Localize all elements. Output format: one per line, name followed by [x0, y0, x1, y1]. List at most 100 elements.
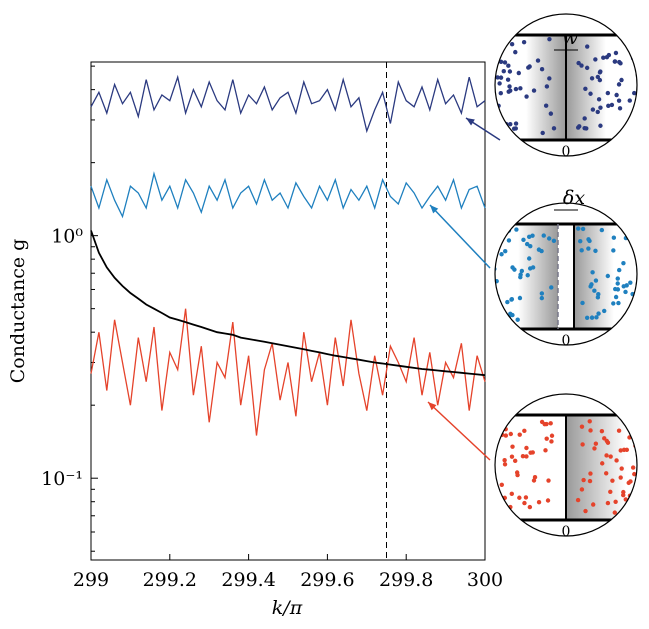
inset-dot [586, 246, 591, 251]
inset-dot [615, 281, 620, 286]
inset-dot [608, 454, 613, 459]
series-line [90, 74, 486, 134]
inset-dot [595, 295, 601, 300]
inset-dot [626, 321, 631, 327]
inset-dot [605, 440, 611, 445]
inset-dot [495, 422, 499, 427]
inset-dot [588, 428, 593, 433]
inset-dot [497, 42, 502, 47]
inset-origin-label: 0 [562, 524, 571, 540]
inset-dot [503, 433, 509, 438]
inset-dot [605, 273, 611, 279]
inset-dot [586, 237, 591, 242]
inset-dot [600, 461, 605, 466]
inset-dot [507, 69, 513, 74]
inset-dot [603, 471, 609, 476]
inset-dot [539, 295, 545, 301]
inset-dot [508, 121, 513, 127]
inset-dot [589, 315, 595, 320]
inset-dot [583, 86, 588, 91]
inset-dot [618, 475, 623, 480]
inset-dot [621, 260, 626, 266]
inset-dot [502, 60, 508, 65]
inset-dot [506, 238, 512, 243]
inset-dot [513, 49, 518, 55]
inset-dot [539, 67, 545, 72]
inset-dot [606, 103, 611, 109]
inset-dot [635, 129, 637, 134]
inset-dot [621, 510, 626, 516]
inset-dot [497, 124, 502, 130]
inset-dot [589, 282, 594, 287]
inset-dot [531, 88, 537, 93]
y-tick-label: 10⁻¹ [41, 468, 83, 490]
series-line [90, 171, 486, 219]
inset-dot [605, 500, 611, 506]
inset-dot [505, 510, 510, 515]
inset-dot [515, 472, 520, 478]
inset-dot [551, 238, 557, 243]
x-tick-label: 299.8 [379, 569, 433, 591]
pointer-head [466, 118, 475, 126]
inset-dot [525, 273, 530, 278]
inset-dot [495, 436, 497, 442]
pointer-arrow [429, 204, 491, 269]
inset-dot [608, 489, 613, 495]
inset-dot [611, 301, 616, 306]
inset-dot [524, 454, 529, 459]
inset-dot [543, 103, 549, 108]
inset-dot [576, 226, 581, 231]
inset-dot [616, 82, 622, 87]
inset-dot [596, 311, 601, 316]
inset-dot [627, 98, 632, 103]
inset-dot [526, 234, 532, 240]
inset-dot [502, 458, 507, 463]
inset [495, 222, 637, 331]
inset-dot [630, 230, 635, 236]
inset-dot [585, 44, 590, 49]
inset-dot [510, 444, 515, 449]
inset-dot [498, 59, 504, 65]
y-tick-label: 10⁰ [51, 226, 83, 248]
inset-dot [548, 421, 553, 426]
inset-dot [496, 303, 502, 308]
inset-dot [498, 123, 504, 128]
inset-dot [595, 109, 600, 115]
inset-dot [623, 289, 628, 295]
inset-dot [505, 77, 511, 82]
inset-dot [509, 296, 515, 302]
pointer-head [428, 402, 437, 411]
inset-dot [548, 111, 554, 116]
inset-dot [579, 248, 584, 253]
inset-dot [616, 300, 621, 306]
inset-dot [501, 69, 506, 74]
inset-dot [497, 305, 503, 310]
inset-dot [598, 105, 603, 110]
inset-dot [579, 424, 585, 429]
inset-dot [590, 270, 595, 275]
inset-dot [526, 256, 532, 261]
inset-dot [544, 436, 549, 441]
inset-dot [521, 237, 526, 243]
inset-dot [513, 86, 519, 92]
plot-frame [90, 61, 486, 561]
inset-dot [512, 458, 518, 464]
x-tick-label: 299.2 [143, 569, 197, 591]
inset-dot [612, 59, 618, 64]
inset-dot [530, 233, 535, 238]
inset-dot [583, 508, 588, 514]
inset-dot [544, 84, 550, 89]
inset-dot [617, 59, 622, 65]
inset-dot [579, 487, 585, 492]
inset-dot [509, 491, 515, 497]
inset-dot [522, 428, 527, 434]
inset-dot [498, 91, 503, 96]
inset-dot [584, 65, 590, 71]
inset-dot [523, 495, 529, 500]
inset-dot [549, 433, 555, 438]
inset-dot [595, 74, 601, 80]
inset-dot [633, 320, 637, 325]
x-tick-label: 299.4 [221, 569, 275, 591]
inset-dot [518, 272, 523, 277]
inset-dot [580, 442, 585, 447]
